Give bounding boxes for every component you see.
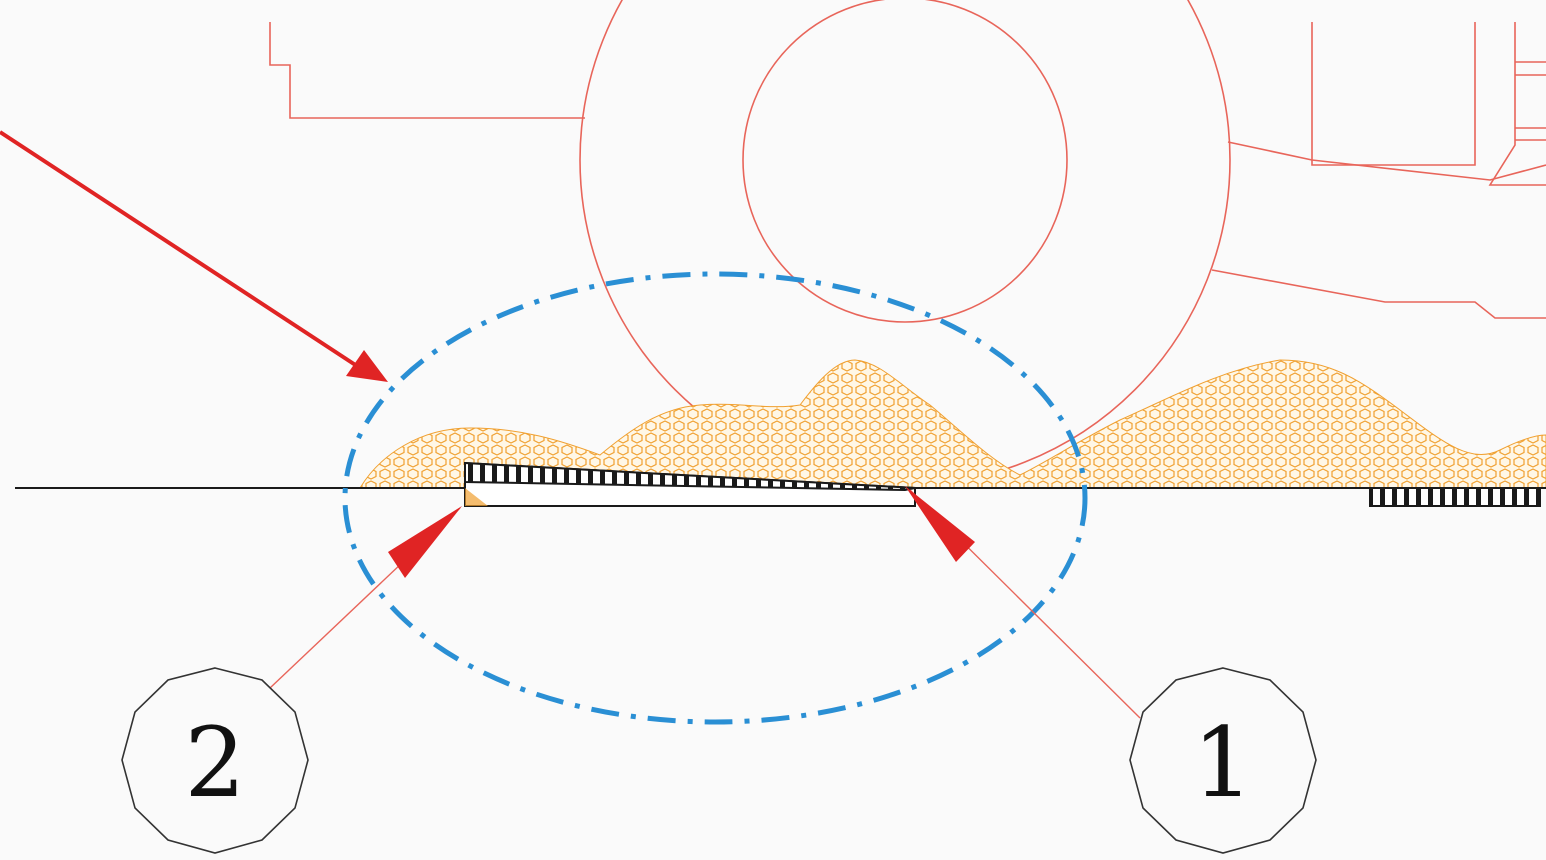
right-frame-box <box>1311 22 1476 166</box>
leader-1 <box>905 486 1141 719</box>
lower-arm-line <box>1211 269 1546 319</box>
upper-arm-line <box>1227 141 1546 181</box>
callout-1-label: 1 <box>1192 707 1253 819</box>
right-hatched-plate <box>1369 487 1541 507</box>
inner-ring <box>742 0 1068 323</box>
leader-2 <box>269 506 462 689</box>
highlight-ellipse <box>342 271 1088 725</box>
mechanism-outline <box>269 0 1546 486</box>
callout-2-label: 2 <box>184 707 245 819</box>
material-pile <box>359 359 1546 489</box>
left-frame-line <box>269 22 585 119</box>
pointer-arrow <box>0 130 388 382</box>
right-frame-edge <box>1488 22 1546 186</box>
callout-2: 2 <box>121 667 309 854</box>
callout-1: 1 <box>1129 667 1317 854</box>
wedge-plate <box>464 461 916 507</box>
